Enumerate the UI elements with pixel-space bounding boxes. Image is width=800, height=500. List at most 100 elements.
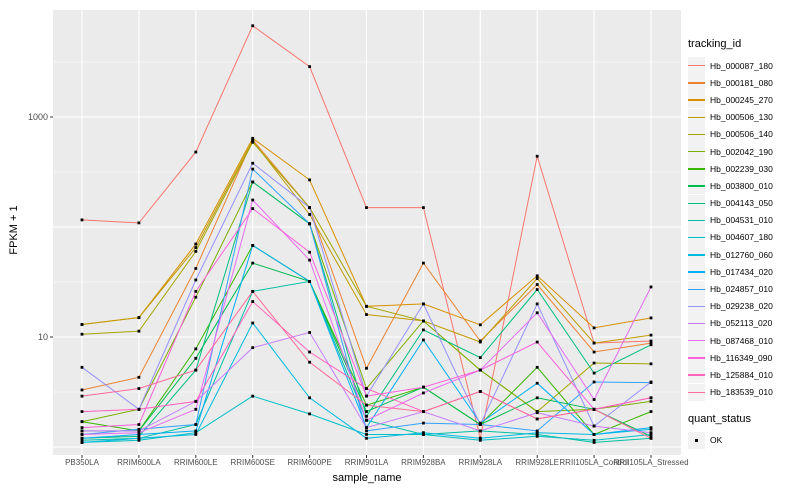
legend-panel: tracking_id Hb_000087_180 Hb_000181_080 Hb… [688, 38, 800, 449]
legend-entry: Hb_024857_010 [688, 280, 800, 298]
legend-line-icon [688, 305, 705, 308]
data-point [194, 242, 198, 246]
legend-key-swatch [688, 383, 705, 401]
data-point [137, 407, 141, 411]
data-point [365, 403, 368, 407]
data-point [137, 316, 141, 320]
x-tick-label: RRIM901LA [344, 458, 389, 467]
legend-line-icon [688, 219, 705, 222]
data-point [251, 321, 255, 325]
data-point [251, 261, 255, 265]
data-point [649, 285, 653, 289]
x-tick-label: RRIM600LA [117, 458, 161, 467]
data-point [592, 380, 596, 384]
data-point [308, 412, 311, 416]
data-point [80, 394, 84, 398]
data-point [365, 304, 368, 308]
legend-quant-status: quant_status OK [688, 413, 800, 449]
legend-key-swatch [688, 297, 705, 315]
y-tick-label: 10 [37, 332, 48, 342]
legend-line-icon [688, 236, 705, 239]
x-tick-label: RRIM928BA [401, 458, 446, 467]
data-point [535, 396, 539, 400]
data-point [592, 424, 596, 428]
data-point [194, 368, 198, 372]
data-point [649, 343, 653, 347]
data-point [592, 398, 596, 401]
legend-line-icon [688, 133, 705, 136]
data-point [592, 361, 596, 365]
data-point [649, 433, 653, 436]
legend-entry-label: Hb_002042_190 [710, 146, 773, 157]
data-point [365, 394, 368, 398]
legend-entry: Hb_000506_130 [688, 108, 800, 126]
x-tick-label: RRIM928LA [458, 458, 503, 467]
legend-line-icon [688, 271, 705, 273]
data-point [535, 431, 539, 435]
legend-entry-label: Hb_116349_090 [710, 352, 773, 363]
data-point [251, 180, 255, 184]
data-point [137, 429, 141, 433]
data-point [365, 410, 368, 413]
legend-entry-label: Hb_004607_180 [710, 232, 773, 243]
legend-entry-label: Hb_012760_060 [710, 249, 773, 260]
data-point [592, 341, 596, 345]
legend-entry-label: Hb_183539_010 [710, 387, 773, 398]
legend-entry-label: Hb_000245_270 [710, 94, 773, 105]
data-point [194, 295, 198, 299]
data-point [535, 433, 539, 436]
legend-entry-label: OK [710, 435, 723, 446]
data-point [80, 438, 84, 442]
legend-entry: Hb_087468_010 [688, 332, 800, 350]
legend-entry-label: Hb_125884_010 [710, 369, 773, 380]
data-point [308, 396, 311, 400]
legend-quant-entries: OK [688, 431, 800, 449]
data-point [194, 289, 198, 293]
legend-entry: Hb_000245_270 [688, 91, 800, 109]
legend-entry: Hb_004143_050 [688, 194, 800, 212]
data-point [422, 385, 425, 389]
data-point [592, 350, 596, 354]
legend-line-icon [688, 374, 705, 376]
legend-entry-label: Hb_000181_080 [710, 77, 773, 88]
data-point [422, 338, 425, 342]
data-point [535, 274, 539, 278]
data-point [80, 429, 84, 433]
data-point [422, 328, 425, 332]
data-point [478, 423, 482, 426]
legend-entry: Hb_003800_010 [688, 177, 800, 195]
data-point [535, 417, 539, 421]
legend-entry: Hb_000506_140 [688, 125, 800, 143]
data-point [80, 436, 84, 440]
data-point [365, 426, 368, 430]
x-tick-label: RRIM600PE [287, 458, 332, 467]
legend-entry-label: Hb_000506_140 [710, 129, 773, 140]
data-point [535, 381, 539, 385]
data-point [251, 394, 255, 398]
legend-entry: Hb_000181_080 [688, 74, 800, 92]
data-point [137, 423, 141, 426]
data-point [137, 329, 141, 333]
data-point [80, 365, 84, 369]
x-tick-label: RRIM928LE [515, 458, 559, 467]
data-point [308, 222, 311, 226]
data-point [535, 311, 539, 315]
data-point [308, 213, 311, 216]
data-point [535, 277, 539, 280]
legend-entry: Hb_029238_020 [688, 297, 800, 315]
data-point [535, 434, 539, 438]
data-point [592, 326, 596, 330]
data-point [478, 356, 482, 359]
data-point [422, 433, 425, 436]
data-point [649, 431, 653, 435]
data-point [592, 371, 596, 375]
legend-line-icon [688, 202, 705, 204]
data-point [478, 390, 482, 393]
data-point [194, 278, 198, 282]
data-point [478, 429, 482, 433]
data-point [308, 331, 311, 334]
data-point [194, 356, 198, 360]
data-point [251, 300, 255, 303]
legend-entry: Hb_002042_190 [688, 143, 800, 161]
